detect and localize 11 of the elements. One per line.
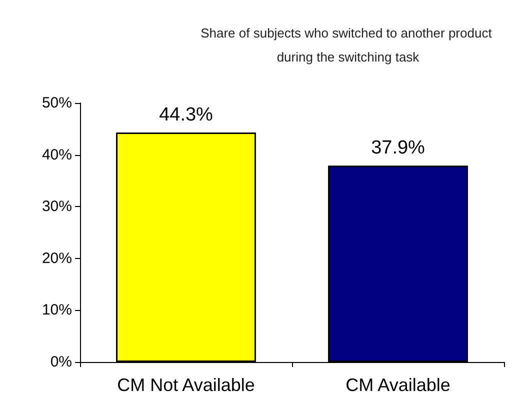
x-tick-label: CM Available	[346, 375, 450, 395]
y-tick-label: 20%	[42, 250, 72, 267]
y-tick-label: 30%	[42, 198, 72, 216]
data-label: 44.3%	[159, 104, 214, 126]
y-tick-label: 0%	[50, 354, 72, 370]
y-tick-label: 50%	[42, 94, 72, 112]
x-tick-label: CM Not Available	[117, 375, 255, 395]
chart-title: Share of subjects who switched to another product during the switching task	[200, 26, 496, 64]
data-label: 37.9%	[371, 138, 426, 159]
y-tick-label: 40%	[42, 146, 72, 164]
y-tick-label: 10%	[42, 302, 72, 319]
